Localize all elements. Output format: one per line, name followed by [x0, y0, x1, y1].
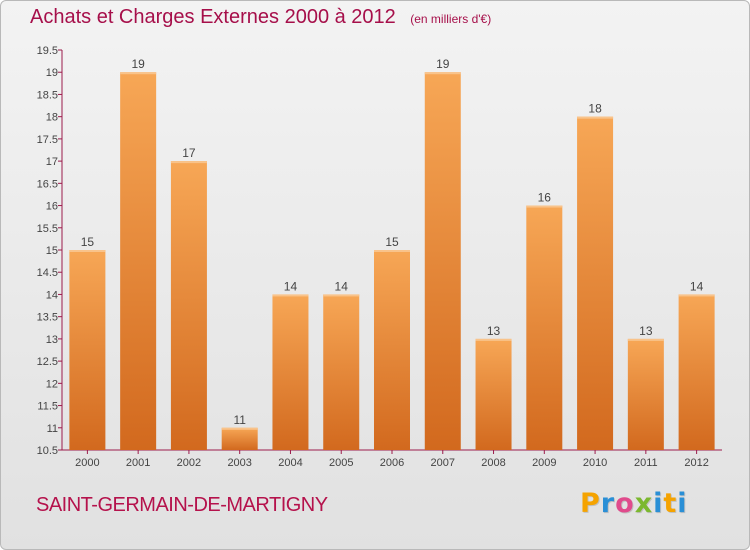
data-label: 13: [639, 324, 653, 338]
bar-top-highlight: [170, 161, 207, 164]
bars-group: [69, 72, 715, 451]
x-tick-label: 2001: [126, 457, 150, 469]
x-tick-label: 2009: [532, 457, 556, 469]
bar: [678, 294, 715, 450]
bar: [170, 161, 207, 450]
data-label: 17: [182, 146, 196, 160]
y-tick-label: 11.5: [37, 401, 58, 413]
logo-letter: P: [580, 488, 601, 519]
bar-top-highlight: [323, 294, 360, 297]
bar: [272, 294, 309, 450]
logo-letter: i: [653, 488, 664, 519]
y-tick-label: 14.5: [37, 267, 58, 279]
bar-top-highlight: [221, 427, 258, 430]
logo-letter: r: [600, 488, 616, 519]
data-label: 19: [131, 57, 145, 71]
y-tick-label: 16.5: [37, 178, 58, 190]
x-tick-label: 2002: [177, 457, 201, 469]
bar-top-highlight: [374, 250, 410, 252]
x-tick-label: 2000: [75, 457, 99, 469]
labels-group: 10.5 11 11.5 12 12.5 13 13.5 14 14.5 15 15.5 16 16.5…: [37, 45, 709, 469]
bar: [323, 294, 360, 450]
x-tick-label: 2006: [380, 457, 404, 469]
y-tick-label: 19.5: [37, 45, 58, 57]
logo-letter: t: [663, 488, 678, 519]
x-tick-label: 2012: [684, 457, 708, 469]
data-label: 15: [385, 235, 399, 249]
x-tick-label: 2003: [227, 457, 251, 469]
y-tick-label: 11: [47, 423, 58, 435]
bar: [120, 72, 157, 450]
y-tick-label: 12.5: [37, 356, 58, 368]
data-label: 14: [284, 279, 298, 293]
x-tick-label: 2010: [583, 457, 607, 469]
commune-name: SAINT-GERMAIN-DE-MARTIGNY: [36, 494, 328, 516]
chart-title: Achats et Charges Externes 2000 à 2012: [30, 6, 396, 28]
y-tick-label: 13: [46, 334, 58, 346]
y-tick-label: 15: [46, 245, 58, 257]
bar: [627, 338, 664, 450]
x-tick-label: 2005: [329, 457, 353, 469]
bar: [221, 427, 258, 450]
data-label: 19: [436, 57, 450, 71]
bar: [424, 72, 461, 450]
data-label: 11: [233, 413, 246, 427]
x-tick-label: 2007: [431, 457, 455, 469]
bar-top-highlight: [272, 294, 309, 297]
logo-letter: o: [615, 488, 635, 519]
data-label: 16: [538, 191, 552, 205]
data-label: 14: [690, 279, 704, 293]
data-label: 15: [81, 235, 95, 249]
chart-subtitle: (en milliers d'€): [410, 12, 492, 26]
y-tick-label: 18.5: [37, 89, 58, 101]
bar: [577, 116, 614, 451]
data-label: 14: [335, 279, 349, 293]
bar-top-highlight: [120, 72, 157, 75]
data-label: 18: [588, 102, 602, 116]
y-tick-label: 17: [46, 156, 58, 168]
y-tick-label: 10.5: [37, 445, 58, 457]
logo-letter: i: [677, 488, 688, 519]
bar-top-highlight: [475, 338, 512, 341]
bar-top-highlight: [424, 72, 461, 75]
x-tick-label: 2011: [634, 457, 658, 469]
bar: [374, 250, 410, 450]
y-tick-label: 18: [46, 112, 58, 124]
logo-letter: x: [634, 488, 654, 519]
bar: [526, 205, 563, 450]
y-tick-label: 19: [46, 67, 58, 79]
y-tick-label: 17.5: [37, 134, 58, 146]
chart-title-block: Achats et Charges Externes 2000 à 2012 (…: [30, 6, 491, 29]
bar: [475, 338, 512, 450]
y-tick-label: 12: [46, 378, 58, 390]
bar-top-highlight: [526, 205, 563, 208]
bar-top-highlight: [69, 250, 106, 252]
bar-top-highlight: [678, 294, 715, 297]
bar-top-highlight: [577, 116, 614, 119]
proxiti-logo: Proxiti: [580, 488, 688, 519]
y-tick-label: 15.5: [37, 223, 58, 235]
y-tick-label: 13.5: [37, 312, 58, 324]
x-tick-label: 2004: [278, 457, 302, 469]
data-label: 13: [487, 324, 501, 338]
bar-top-highlight: [627, 338, 664, 341]
y-tick-label: 14: [46, 289, 58, 301]
bar: [69, 250, 106, 450]
y-tick-label: 16: [46, 201, 58, 213]
x-tick-label: 2008: [481, 457, 505, 469]
